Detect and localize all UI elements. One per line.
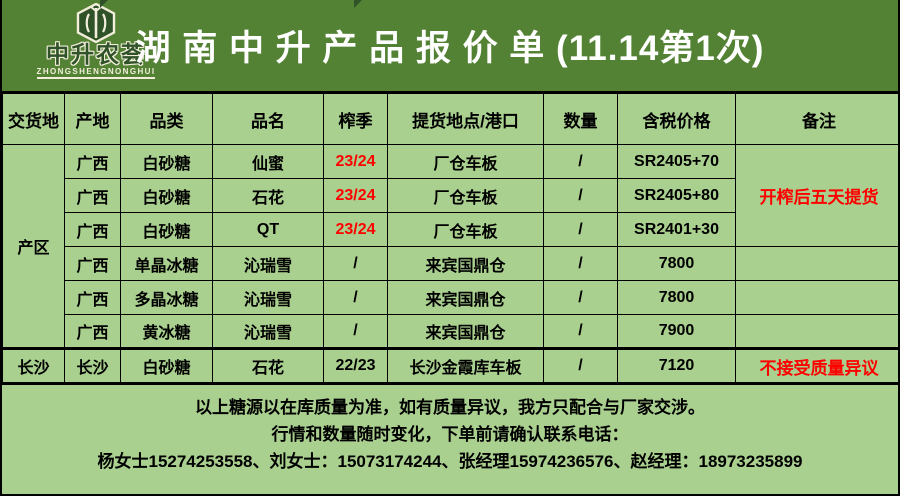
cell-remark-empty [735,246,898,281]
col-header-remark: 备注 [735,93,898,145]
cell-quantity: / [543,280,618,315]
table-row: 广西 多晶冰糖 沁瑞雪 / 来宾国鼎仓 / 7800 [3,280,898,315]
cell-pickup: 长沙金霞库车板 [387,347,544,383]
cell-origin: 广西 [64,314,121,349]
cell-product: 石花 [212,347,324,383]
cell-category: 多晶冰糖 [120,280,213,315]
cell-quantity: / [543,212,618,247]
header-row: 交货地 产地 品类 品名 榨季 提货地点/港口 数量 含税价格 备注 [2,93,898,145]
note-market-change: 行情和数量随时变化，下单前请确认联系电话： [271,425,629,444]
cell-delivery-region: 产区 [2,144,65,349]
cell-product: 沁瑞雪 [212,246,324,281]
logo-company-name: 中升农荟 [46,41,146,67]
cell-pickup: 厂仓车板 [387,212,544,247]
cell-quantity: / [543,144,618,179]
cell-origin: 长沙 [64,347,121,383]
cell-pickup: 来宾国鼎仓 [387,314,544,349]
table-row: 广西 黄冰糖 沁瑞雪 / 来宾国鼎仓 / 7900 [3,314,898,349]
cell-quantity: / [543,347,618,383]
table-row: 产区 广西 白砂糖 仙蜜 23/24 厂仓车板 / SR2405+70 开榨后五… [2,144,898,349]
cell-delivery: 长沙 [2,347,65,383]
bamboo-hexagon-logo-icon [76,3,116,43]
page-title: 湖 南 中 升 产 品 报 价 单 (11.14第1次) [135,29,765,68]
cell-quantity: / [543,178,618,213]
title-band: 中升农荟 ZHONGSHENGNONGHUI 湖 南 中 升 产 品 报 价 单… [2,0,898,93]
cell-product: 沁瑞雪 [212,280,324,315]
table-row: 广西 单晶冰糖 沁瑞雪 / 来宾国鼎仓 / 7800 [3,246,898,281]
col-header-product: 品名 [212,93,324,145]
cell-category: 白砂糖 [120,144,213,179]
cell-season: / [323,314,388,349]
cell-price: SR2401+30 [617,212,736,247]
cell-season: 23/24 [323,144,388,179]
cell-season: / [323,280,388,315]
cell-flag-marker [354,0,362,8]
cell-quantity: / [543,246,618,281]
note-quality-disclaimer: 以上糖源以在库质量为准，如有质量异议，我方只配合与厂家交涉。 [195,398,705,417]
col-header-category: 品类 [120,93,213,145]
col-header-pickup: 提货地点/港口 [387,93,544,145]
cell-price: 7800 [617,246,736,281]
cell-product: QT [212,212,324,247]
logo-pinyin-caption: ZHONGSHENGNONGHUI [36,67,156,80]
cell-category: 白砂糖 [120,212,213,247]
cell-origin: 广西 [64,178,121,213]
cell-flag-marker [100,0,108,8]
cell-category: 白砂糖 [120,178,213,213]
table-row: 广西 白砂糖 QT 23/24 厂仓车板 / SR2401+30 [3,212,899,247]
table-row-changsha: 长沙 长沙 白砂糖 石花 22/23 长沙金霞库车板 / 7120 不接受质量异… [2,347,898,383]
cell-quantity: / [543,314,618,349]
cell-category: 白砂糖 [120,347,213,383]
cell-product: 石花 [212,178,324,213]
cell-pickup: 来宾国鼎仓 [387,246,544,281]
cell-price: SR2405+80 [617,178,736,213]
note-contact-phones: 杨女士15274253558、刘女士：15073174244、张经理159742… [97,452,803,471]
col-header-origin: 产地 [64,93,121,145]
cell-season: 22/23 [323,347,388,383]
cell-origin: 广西 [64,144,121,179]
cell-pickup: 厂仓车板 [387,144,544,179]
col-header-price: 含税价格 [617,93,736,145]
footer-notes: 以上糖源以在库质量为准，如有质量异议，我方只配合与厂家交涉。 行情和数量随时变化… [2,383,898,494]
cell-product: 仙蜜 [212,144,324,179]
company-logo: 中升农荟 ZHONGSHENGNONGHUI [18,3,174,80]
cell-pickup: 来宾国鼎仓 [387,280,544,315]
cell-category: 黄冰糖 [120,314,213,349]
cell-season: / [323,246,388,281]
cell-season: 23/24 [323,212,388,247]
cell-origin: 广西 [64,212,121,247]
cell-remark-merged: 开榨后五天提货 [735,144,898,247]
cell-season: 23/24 [323,178,388,213]
cell-price: 7900 [617,314,736,349]
cell-remark-empty [735,280,898,315]
cell-origin: 广西 [64,280,121,315]
cell-remark: 不接受质量异议 [735,347,898,383]
price-table: 交货地 产地 品类 品名 榨季 提货地点/港口 数量 含税价格 备注 产区 广西… [2,93,899,383]
cell-pickup: 厂仓车板 [387,178,544,213]
cell-product: 沁瑞雪 [212,314,324,349]
cell-price: 7800 [617,280,736,315]
col-header-season: 榨季 [323,93,388,145]
cell-origin: 广西 [64,246,121,281]
cell-price: 7120 [617,347,736,383]
cell-remark-empty [735,314,898,349]
col-header-quantity: 数量 [543,93,618,145]
cell-price: SR2405+70 [617,144,736,179]
cell-category: 单晶冰糖 [120,246,213,281]
col-header-delivery: 交货地 [2,93,65,145]
